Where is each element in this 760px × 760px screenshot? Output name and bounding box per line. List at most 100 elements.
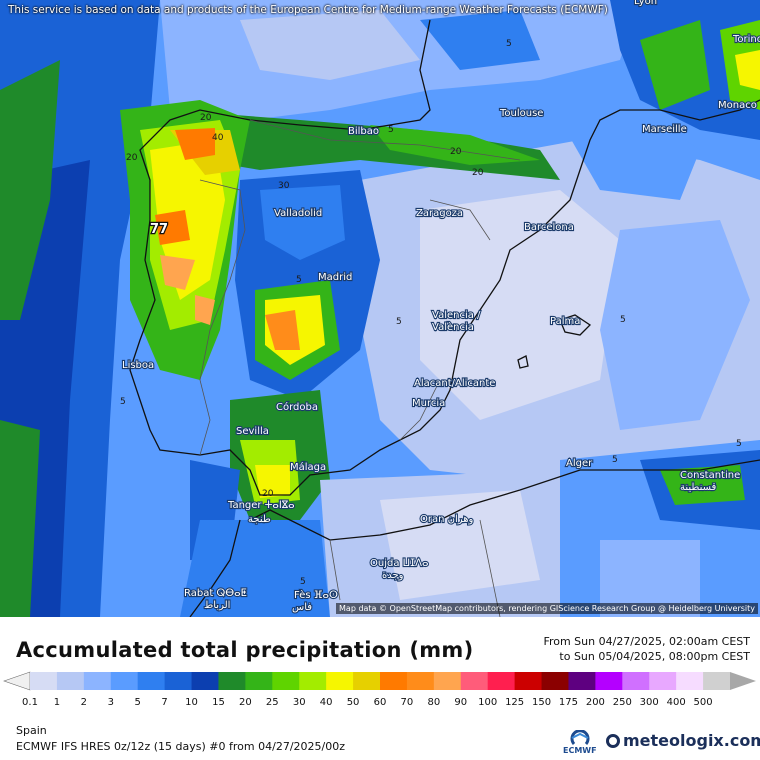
city-label: Lyon — [634, 0, 657, 7]
city-label: Toulouse — [499, 108, 543, 119]
coastlines — [129, 19, 760, 617]
period-from: From Sun 04/27/2025, 02:00am CEST — [543, 635, 750, 648]
forecast-period: From Sun 04/27/2025, 02:00am CEST to Sun… — [543, 634, 750, 664]
contour-label: 5 — [736, 439, 742, 449]
city-label: Oran وهران — [420, 514, 474, 525]
legend-swatch — [272, 672, 300, 690]
legend-swatch — [110, 672, 139, 690]
legend-swatch — [191, 672, 219, 690]
contour-label: 20 — [262, 489, 274, 499]
legend-arrow-right — [730, 672, 756, 690]
legend-swatch — [703, 672, 731, 690]
period-to: to Sun 05/04/2025, 08:00pm CEST — [559, 650, 750, 663]
contour-label: 5 — [388, 125, 394, 135]
city-label: Valladolid — [274, 208, 322, 219]
legend-tick-label: 0.1 — [22, 697, 38, 708]
legend-tick-label: 60 — [373, 697, 387, 708]
legend-tick-label: 20 — [239, 697, 252, 708]
legend-swatch — [30, 672, 58, 690]
city-label: طنجة — [248, 514, 271, 525]
contour-label: 5 — [612, 455, 618, 465]
city-label: Marseille — [642, 124, 687, 135]
city-label: Málaga — [290, 461, 326, 473]
region-label: Spain — [16, 724, 47, 737]
legend-tick-label: 175 — [558, 697, 578, 708]
contour-label: 5 — [506, 39, 512, 49]
contour-label: 5 — [300, 577, 306, 587]
contour-label: 5 — [120, 397, 126, 407]
legend-swatch — [460, 672, 489, 690]
legend-tick-label: 500 — [693, 697, 713, 708]
legend-tick-label: 70 — [400, 697, 414, 708]
legend-swatch — [353, 672, 381, 690]
legend-tick-label: 1 — [53, 697, 61, 708]
city-label: Lisboa — [122, 360, 154, 371]
legend-tick-label: 30 — [292, 697, 306, 708]
city-label: Monaco — [718, 100, 757, 111]
legend-swatch — [218, 672, 246, 690]
legend-swatch — [568, 672, 596, 690]
city-label: فاس — [292, 602, 312, 613]
page-title: Accumulated total precipitation (mm) — [16, 638, 474, 662]
legend-tick-label: 125 — [505, 697, 525, 708]
contour-labels: 20 40 20 20 20 20 30 5 5 5 5 5 5 5 5 5 — [120, 39, 742, 587]
legend-tick-label: 150 — [531, 697, 552, 708]
legend-tick-label: 25 — [265, 697, 279, 708]
city-label: Rabat ⵕⴱⴰⵟ — [184, 588, 247, 599]
legend-swatch — [676, 672, 704, 690]
city-label: Murcia — [412, 398, 445, 409]
legend-tick-label: 40 — [319, 697, 333, 708]
city-label: Oujda ⵡⵊⴷⴰ — [370, 558, 429, 569]
legend-swatch — [245, 672, 273, 690]
legend-swatch — [595, 672, 623, 690]
legend-tick-label: 100 — [478, 697, 498, 708]
contour-label: 5 — [296, 275, 302, 285]
ecmwf-logo-text: ECMWF — [563, 746, 597, 755]
meteologix-logo-text: meteologix.com — [623, 731, 760, 750]
legend-tick-label: 400 — [666, 697, 686, 708]
city-label: Fès ⴼⴰⵙ — [294, 589, 338, 601]
city-label: الرباط — [204, 600, 230, 611]
legend-tick-label: 3 — [107, 697, 114, 708]
attribution: Map data © OpenStreetMap contributors, r… — [336, 603, 758, 614]
city-label: Sevilla — [236, 426, 269, 437]
contour-label: 20 — [450, 147, 462, 157]
legend-tick-label: 80 — [427, 697, 441, 708]
legend-arrow-left — [3, 671, 31, 691]
legend-swatch — [56, 672, 85, 690]
legend-swatch — [326, 672, 354, 690]
ecmwf-logo-icon — [570, 730, 590, 745]
legend-swatch — [164, 672, 193, 690]
contour-label: 5 — [620, 315, 626, 325]
city-label: Alger — [566, 458, 593, 469]
city-label: Tanger ⵜⴰⵏⴵⴰ — [227, 500, 295, 511]
legend-tick-label: 10 — [185, 697, 198, 708]
legend-swatch — [137, 672, 166, 690]
legend-tick-label: 250 — [612, 697, 632, 708]
city-label: Constantine — [680, 470, 740, 481]
legend-tick-label: 15 — [212, 697, 225, 708]
legend-swatch — [433, 672, 462, 690]
meteologix-logo-icon — [606, 733, 620, 748]
city-label: Zaragoza — [416, 208, 463, 219]
borders — [199, 119, 521, 617]
legend-tick-label: 50 — [346, 697, 360, 708]
legend-swatch — [622, 672, 650, 690]
legend-tick-label: 90 — [454, 697, 468, 708]
city-label: Córdoba — [276, 401, 318, 413]
contour-label: 20 — [126, 153, 138, 163]
precipitation-map[interactable]: 20 40 20 20 20 20 30 5 5 5 5 5 5 5 5 5 L… — [0, 0, 760, 617]
city-label: Madrid — [318, 272, 352, 283]
precip-field — [0, 0, 760, 617]
city-label: Barcelona — [524, 222, 574, 233]
contour-label: 40 — [212, 133, 224, 143]
legend-swatch — [299, 672, 327, 690]
city-label: Alacant/Alicante — [414, 378, 495, 389]
legend-swatch — [649, 672, 677, 690]
disclaimer: This service is based on data and produc… — [8, 4, 608, 16]
legend-tick-label: 300 — [639, 697, 659, 708]
meteologix-logo[interactable]: meteologix.com — [606, 731, 760, 750]
legend-tick-label: 5 — [134, 697, 141, 708]
legend-swatch — [83, 672, 112, 690]
legend-tick-label: 7 — [161, 697, 168, 708]
